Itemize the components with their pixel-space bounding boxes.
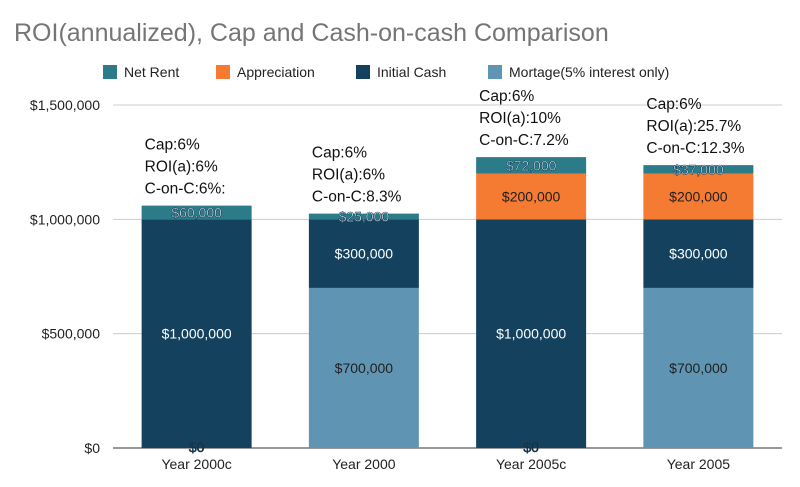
y-tick-label: $1,500,000 [30, 97, 100, 113]
bar-annotation: Cap:6% [145, 137, 200, 154]
bar-data-label: $1,000,000 [496, 326, 566, 342]
bar-annotation: ROI(a):10% [479, 110, 561, 127]
bar-annotation: C-on-C:12.3% [646, 140, 744, 157]
legend-label: Initial Cash [377, 64, 446, 80]
bar-annotation: ROI(a):25.7% [646, 118, 741, 135]
legend-label: Net Rent [124, 64, 179, 80]
bar-segment [141, 205, 252, 220]
bar-annotation: Cap:6% [479, 88, 534, 105]
legend-swatch [103, 65, 117, 79]
bar-data-label: $700,000 [669, 360, 728, 376]
bar-segment [476, 173, 587, 220]
legend-swatch [488, 65, 502, 79]
bar-data-label: $300,000 [335, 246, 394, 262]
legend-swatch [356, 65, 370, 79]
bar-data-label: $60,000 [171, 204, 222, 220]
y-tick-label: $1,000,000 [30, 211, 100, 227]
bar-data-label: $200,000 [502, 188, 561, 204]
bar-data-label: $700,000 [335, 360, 394, 376]
legend: Net Rent Appreciation Initial Cash Mortage(… [103, 64, 669, 80]
y-tick-label: $0 [84, 440, 100, 456]
bar-data-label: $72,000 [506, 157, 557, 173]
bar-annotation: C-on-C:6%: [145, 181, 226, 198]
y-tick-label: $500,000 [42, 326, 101, 342]
y-axis: $0 $500,000 $1,000,000 $1,500,000 [30, 97, 100, 456]
bar-annotation: Cap:6% [646, 96, 701, 113]
annotations: Cap:6% ROI(a):6% C-on-C:6%: Cap:6% ROI(a):6%… [145, 88, 745, 205]
bars: $0 $1,000,000 $60,000 $700,000 $300,000 $25,0… [141, 157, 754, 455]
bar-segment [643, 165, 754, 174]
x-axis: Year 2000c Year 2000 Year 2005c Year 2005 [161, 456, 730, 472]
bar-annotation: C-on-C:8.3% [312, 189, 402, 206]
x-tick-label: Year 2005 [667, 456, 731, 472]
bar-data-label: $300,000 [669, 246, 728, 262]
bar-annotation: ROI(a):6% [312, 167, 385, 184]
bar-data-label: $0 [523, 439, 539, 455]
bar-annotation: ROI(a):6% [145, 159, 218, 176]
chart-title: ROI(annualized), Cap and Cash-on-cash Co… [14, 19, 609, 47]
bar-data-label: $25,000 [339, 208, 390, 224]
bar-segment [476, 219, 587, 448]
bar-segment [643, 287, 754, 448]
bar-segment [643, 173, 754, 220]
legend-label: Mortage(5% interest only) [509, 64, 669, 80]
bar-segment [308, 213, 419, 220]
x-tick-label: Year 2000c [161, 456, 231, 472]
bar-segment [643, 219, 754, 288]
bar-segment [476, 157, 587, 174]
bar-annotation: C-on-C:7.2% [479, 132, 569, 149]
bar-data-label: $200,000 [669, 188, 728, 204]
x-tick-label: Year 2005c [496, 456, 566, 472]
x-tick-label: Year 2000 [332, 456, 396, 472]
legend-swatch [216, 65, 230, 79]
bar-segment [141, 219, 252, 448]
bar-segment [308, 219, 419, 288]
legend-label: Appreciation [237, 64, 315, 80]
bar-data-label: $0 [189, 439, 205, 455]
bar-data-label: $37,000 [673, 161, 724, 177]
bar-data-label: $1,000,000 [162, 326, 232, 342]
bar-segment [308, 287, 419, 448]
bar-annotation: Cap:6% [312, 145, 367, 162]
